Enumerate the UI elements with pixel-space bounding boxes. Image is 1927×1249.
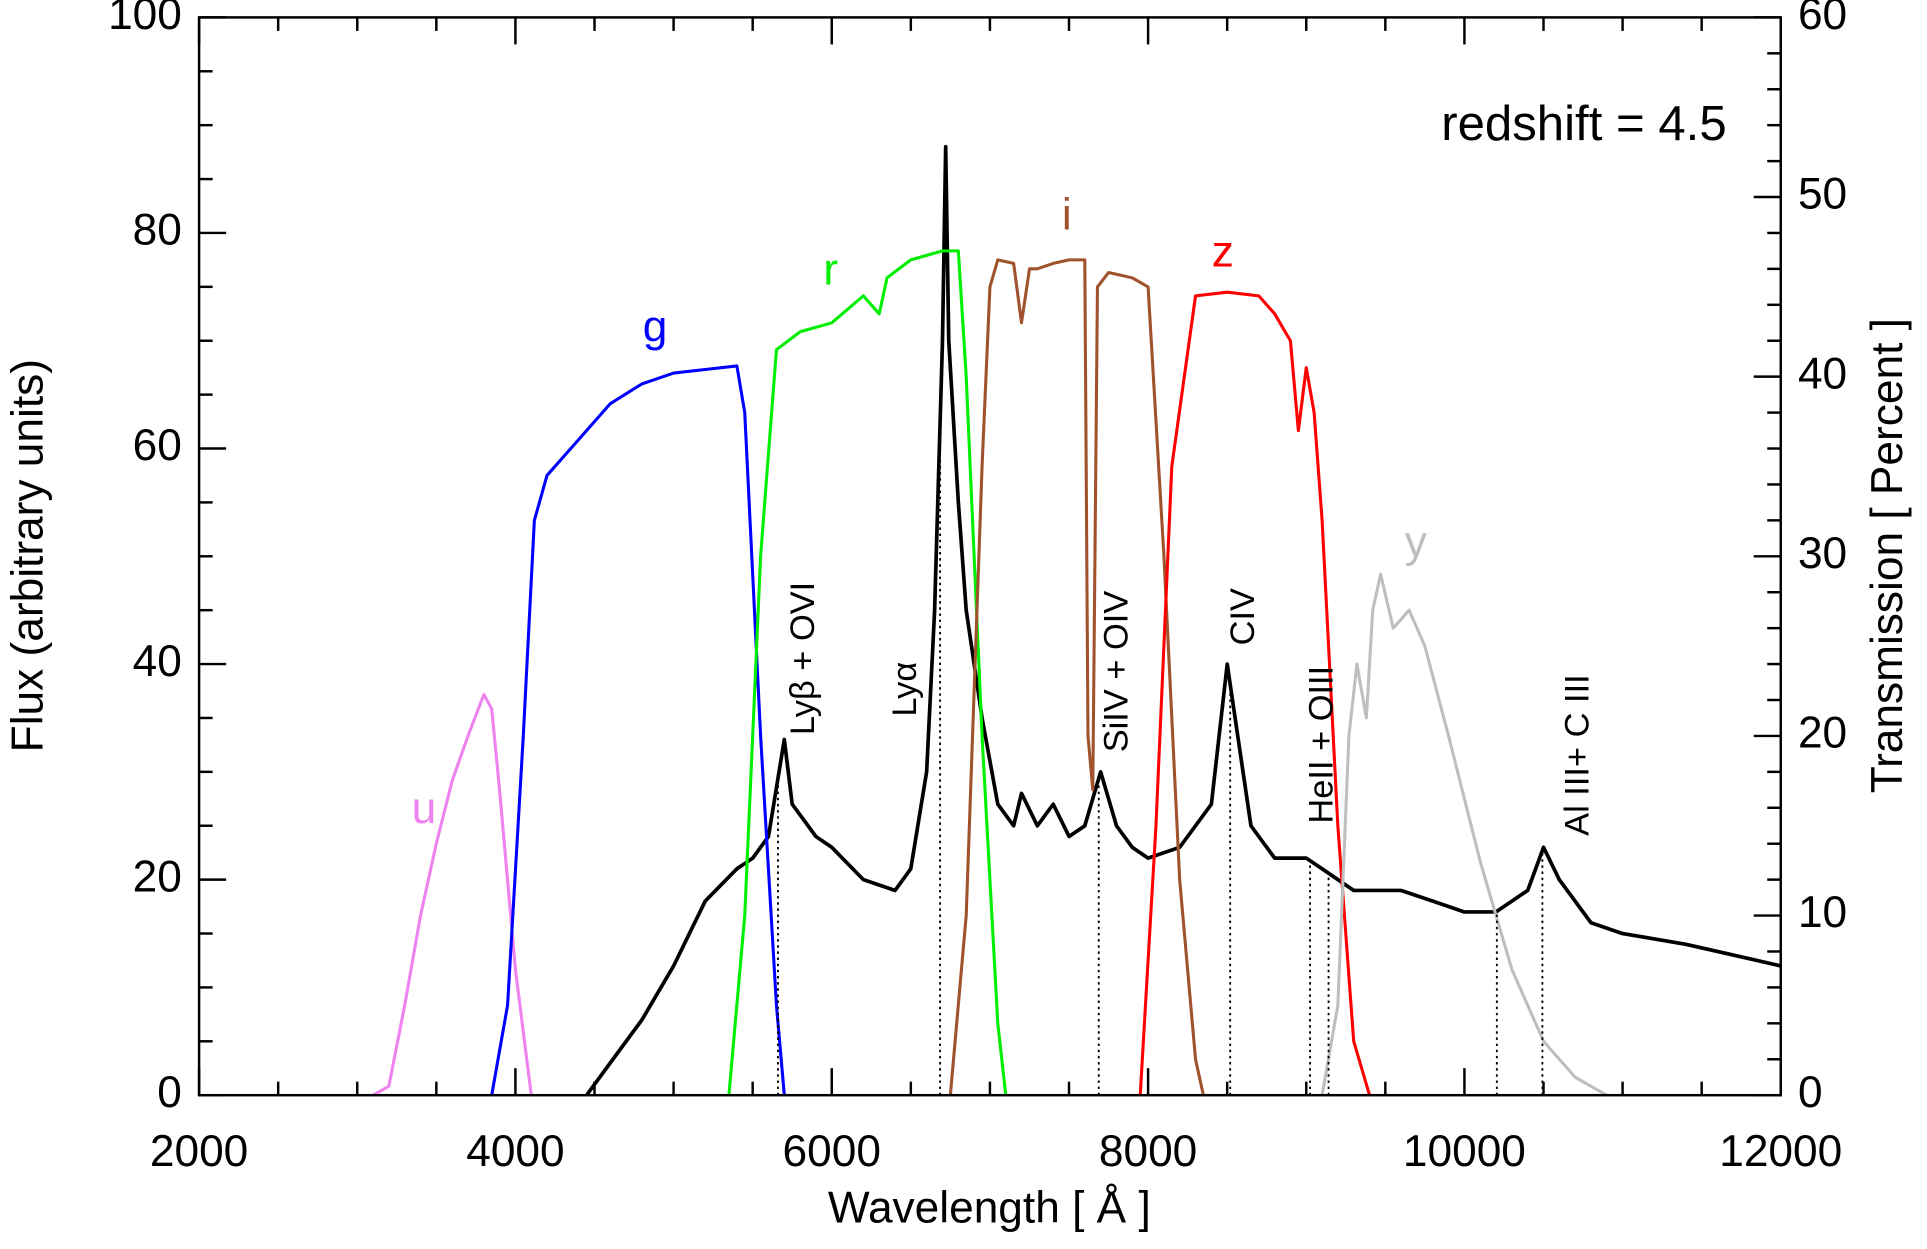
annotation-label: Lyα bbox=[886, 662, 924, 717]
series-label: r bbox=[823, 246, 838, 295]
series-label: i bbox=[1062, 190, 1072, 239]
y2-tick-label: 40 bbox=[1798, 349, 1847, 398]
x-tick-label: 10000 bbox=[1403, 1127, 1526, 1176]
y-tick-label: 20 bbox=[133, 852, 182, 901]
x-tick-label: 12000 bbox=[1719, 1127, 1842, 1176]
series-line bbox=[585, 144, 1782, 1097]
series-line bbox=[372, 693, 533, 1097]
series-line bbox=[490, 364, 786, 1096]
annotation-label: Al III+ C III bbox=[1558, 674, 1596, 836]
y-tick-label: 100 bbox=[108, 0, 182, 39]
series-line bbox=[727, 249, 1008, 1096]
y2-tick-label: 0 bbox=[1798, 1068, 1823, 1117]
series-label: u bbox=[412, 784, 437, 833]
y2-tick-label: 30 bbox=[1798, 529, 1847, 578]
y-tick-label: 40 bbox=[133, 637, 182, 686]
annotation: redshift = 4.5 bbox=[1441, 97, 1726, 151]
y-axis-label: Flux (arbitrary units) bbox=[3, 359, 52, 752]
y2-tick-label: 10 bbox=[1798, 888, 1847, 937]
annotation-label: Lyβ + OVI bbox=[784, 582, 822, 735]
y2-axis-label: Transmission [ Percent ] bbox=[1863, 318, 1912, 793]
x-tick-label: 4000 bbox=[466, 1127, 564, 1176]
y2-tick-label: 20 bbox=[1798, 709, 1847, 758]
x-tick-label: 6000 bbox=[783, 1127, 881, 1176]
annotation-label: SiIV + OIV bbox=[1097, 591, 1135, 753]
y2-tick-label: 60 bbox=[1798, 0, 1847, 39]
y-tick-label: 0 bbox=[157, 1068, 182, 1117]
y2-tick-label: 50 bbox=[1798, 170, 1847, 219]
series-label: g bbox=[643, 302, 668, 351]
y-tick-label: 80 bbox=[133, 206, 182, 255]
annotation-label: HeII + OIII bbox=[1303, 666, 1341, 824]
x-axis-label: Wavelength [ Å ] bbox=[828, 1183, 1151, 1232]
series-line bbox=[1320, 572, 1608, 1097]
x-tick-label: 2000 bbox=[150, 1127, 248, 1176]
annotation-label: CIV bbox=[1224, 588, 1262, 645]
series-line bbox=[948, 258, 1205, 1096]
y-tick-label: 60 bbox=[133, 421, 182, 470]
x-tick-label: 8000 bbox=[1099, 1127, 1197, 1176]
series-label: z bbox=[1212, 227, 1234, 276]
series-label: y bbox=[1405, 517, 1428, 566]
series-line bbox=[1138, 290, 1372, 1096]
